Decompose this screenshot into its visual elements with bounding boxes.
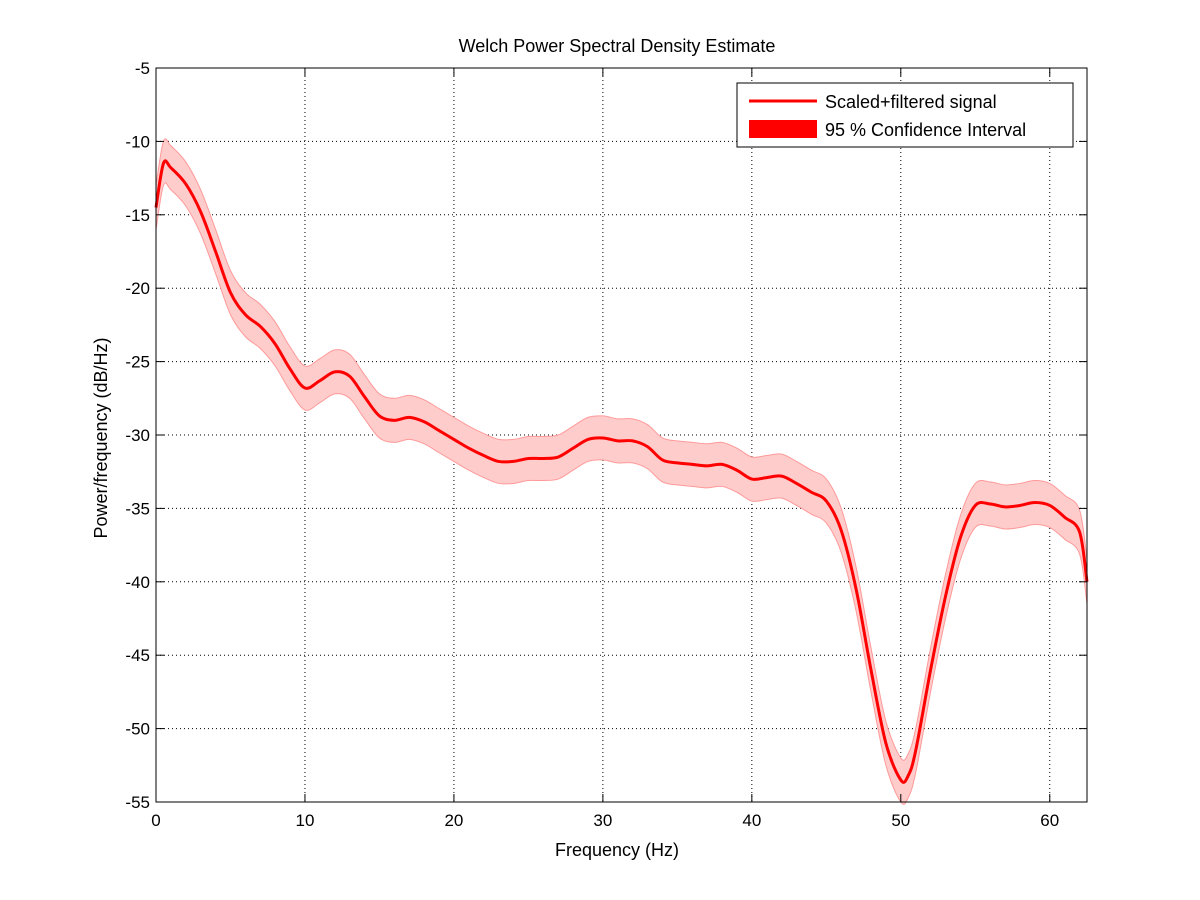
y-tick-label: -5 (135, 59, 150, 78)
x-tick-label: 40 (742, 811, 761, 830)
y-tick-label: -50 (125, 720, 150, 739)
x-tick-label: 30 (593, 811, 612, 830)
x-tick-label: 50 (891, 811, 910, 830)
y-tick-label: -15 (125, 206, 150, 225)
legend-entry-confidence: 95 % Confidence Interval (825, 120, 1026, 140)
x-tick-label: 0 (151, 811, 160, 830)
legend-entry-signal: Scaled+filtered signal (825, 92, 997, 112)
axis-ticks: 0 10 20 30 40 50 60 -55 -50 -45 -40 -35 -30 -25 -20 -15… (125, 59, 1087, 830)
y-tick-label: -20 (125, 279, 150, 298)
chart-title: Welch Power Spectral Density Estimate (459, 36, 776, 56)
y-tick-label: -25 (125, 353, 150, 372)
y-axis-label: Power/frequency (dB/Hz) (91, 337, 111, 538)
signal-line-layer (154, 159, 1089, 784)
y-tick-label: -55 (125, 793, 150, 812)
x-tick-label: 10 (295, 811, 314, 830)
x-axis-label: Frequency (Hz) (555, 840, 679, 860)
y-tick-label: -45 (125, 646, 150, 665)
y-tick-label: -10 (125, 132, 150, 151)
signal-line (154, 159, 1089, 784)
legend-band-swatch (749, 120, 817, 138)
x-tick-label: 60 (1040, 811, 1059, 830)
x-tick-label: 20 (444, 811, 463, 830)
y-tick-label: -30 (125, 426, 150, 445)
y-tick-label: -35 (125, 499, 150, 518)
legend: Scaled+filtered signal 95 % Confidence I… (736, 82, 1074, 148)
y-tick-label: -40 (125, 573, 150, 592)
